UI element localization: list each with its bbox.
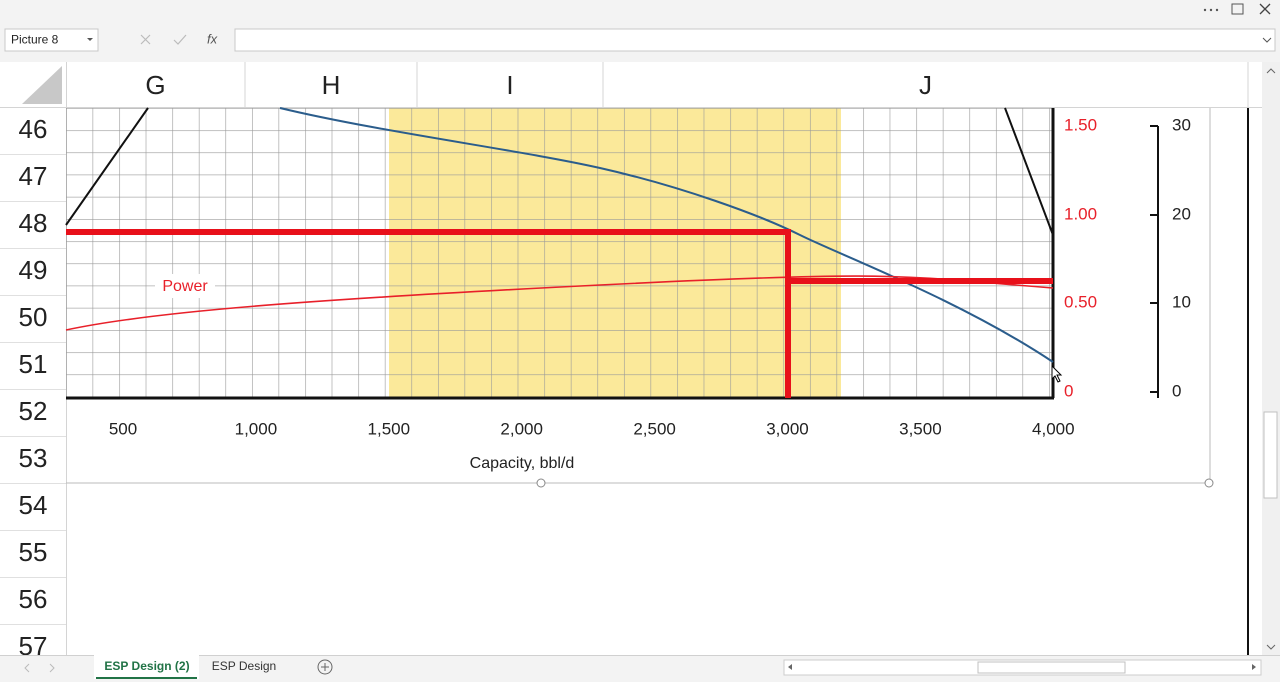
row-header: 54 xyxy=(19,490,48,520)
h-scroll-thumb[interactable] xyxy=(977,661,1126,674)
row-header: 46 xyxy=(19,114,48,144)
column-header: G xyxy=(145,70,165,100)
x-tick-label: 3,000 xyxy=(766,419,809,438)
expand-formula[interactable] xyxy=(1262,37,1272,43)
x-tick-label: 4,000 xyxy=(1032,419,1075,438)
enter-icon[interactable] xyxy=(173,34,187,45)
hp-tick-label: 20 xyxy=(1172,204,1191,223)
insert-function[interactable]: fx xyxy=(207,31,218,46)
sheet-tab[interactable]: ESP Design (2) xyxy=(104,659,189,673)
formula-input[interactable] xyxy=(234,28,1276,52)
restore-button[interactable] xyxy=(1231,3,1244,15)
more-options[interactable] xyxy=(1203,8,1219,12)
new-sheet-plus xyxy=(321,663,329,671)
row-header: 48 xyxy=(19,208,48,238)
column-header: H xyxy=(322,70,341,100)
x-tick-label: 1,000 xyxy=(235,419,278,438)
name-box-dropdown[interactable] xyxy=(87,38,93,41)
x-axis-title: Capacity, bbl/d xyxy=(470,455,575,472)
chart-picture[interactable]: Power 500 1,000 1,500 2,000 2,500 3,000 3,500 4… xyxy=(65,107,1191,472)
sheet-tab[interactable]: ESP Design xyxy=(212,659,276,673)
row-header: 49 xyxy=(19,255,48,285)
power-label-bg xyxy=(155,274,215,298)
resize-handle[interactable] xyxy=(1204,478,1214,488)
column-header-bar xyxy=(0,62,1262,108)
x-tick-label: 3,500 xyxy=(899,419,942,438)
power-tick-label: 1.00 xyxy=(1064,204,1097,223)
x-tick-label: 2,000 xyxy=(500,419,543,438)
name-box[interactable] xyxy=(4,28,99,52)
grid xyxy=(66,108,1053,398)
row-header: 56 xyxy=(19,584,48,614)
column-header: I xyxy=(506,70,513,100)
tab-scroll[interactable] xyxy=(24,663,55,673)
reading-lines xyxy=(66,229,1053,398)
hp-tick-label: 30 xyxy=(1172,115,1191,134)
x-tick-label: 1,500 xyxy=(368,419,411,438)
cursor xyxy=(1051,364,1063,383)
power-label: Power xyxy=(162,278,208,295)
power-tick-label: 1.50 xyxy=(1064,115,1097,134)
select-all[interactable] xyxy=(22,66,62,104)
row-header: 47 xyxy=(19,161,48,191)
cancel-icon[interactable] xyxy=(140,34,151,45)
resize-handle[interactable] xyxy=(536,478,546,488)
hp-tick-label: 0 xyxy=(1172,381,1181,400)
hp-tick-label: 10 xyxy=(1172,292,1191,311)
x-tick-label: 500 xyxy=(109,419,137,438)
name-box-text: Picture 8 xyxy=(11,33,59,47)
row-header: 51 xyxy=(19,349,48,379)
new-sheet[interactable] xyxy=(317,659,333,675)
vertical-scrollbar[interactable] xyxy=(1262,62,1280,655)
row-header: 55 xyxy=(19,537,48,567)
column-header: J xyxy=(919,70,932,100)
row-header: 53 xyxy=(19,443,48,473)
scroll-arrows[interactable] xyxy=(1266,68,1276,650)
x-tick-label: 2,500 xyxy=(633,419,676,438)
active-tab[interactable] xyxy=(94,655,199,679)
power-tick-label: 0.50 xyxy=(1064,292,1097,311)
efficiency-curve xyxy=(65,107,1054,236)
power-tick-label: 0 xyxy=(1064,381,1073,400)
scroll-thumb[interactable] xyxy=(1263,411,1278,499)
row-header: 52 xyxy=(19,396,48,426)
close-button[interactable] xyxy=(1259,3,1271,15)
row-header: 50 xyxy=(19,302,48,332)
